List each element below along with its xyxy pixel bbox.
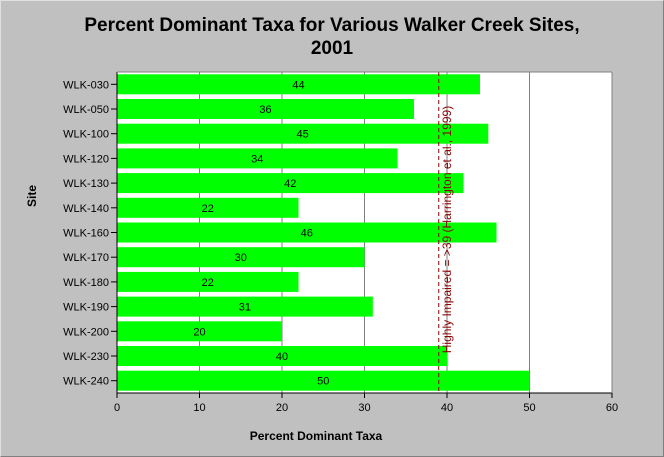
bar — [117, 173, 464, 194]
x-tick-label: 40 — [441, 402, 453, 414]
y-tick-label: WLK-180 — [63, 277, 109, 289]
bar-value-label: 45 — [296, 129, 308, 141]
bar — [117, 321, 282, 342]
bar — [117, 74, 480, 95]
y-tick-label: WLK-160 — [63, 228, 109, 240]
bar — [117, 99, 414, 119]
y-tick-label: WLK-100 — [63, 129, 109, 141]
bar — [117, 123, 489, 144]
bar — [117, 148, 398, 169]
plot-area: 44 WLK-030 36 WLK-050 45 WLK-100 34 WLK-120 42 WL… — [63, 71, 618, 414]
bar — [117, 197, 299, 218]
bar-value-label: 50 — [317, 376, 329, 388]
x-tick-label: 10 — [193, 402, 205, 414]
bar — [117, 247, 365, 268]
bar — [117, 271, 299, 292]
y-tick-label: WLK-030 — [63, 79, 109, 91]
bar-value-label: 34 — [251, 153, 263, 165]
bar-value-label: 46 — [301, 228, 313, 240]
x-axis-title: Percent Dominant Taxa — [250, 429, 383, 443]
bar-value-label: 22 — [202, 277, 214, 289]
x-tick-label: 60 — [606, 402, 618, 414]
bar — [117, 222, 497, 243]
bar-value-label: 31 — [239, 302, 251, 314]
chart-title: Percent Dominant Taxa for Various Walker… — [84, 15, 580, 59]
bar-value-label: 40 — [276, 351, 288, 363]
bar-value-label: 22 — [202, 203, 214, 215]
y-tick-label: WLK-140 — [63, 203, 109, 215]
bar-value-label: 36 — [259, 104, 271, 116]
bar-value-label: 42 — [284, 178, 296, 190]
y-tick-label: WLK-120 — [63, 153, 109, 165]
bar — [117, 296, 373, 317]
y-tick-label: WLK-130 — [63, 178, 109, 190]
y-tick-label: WLK-230 — [63, 351, 109, 363]
x-tick-label: 30 — [358, 402, 370, 414]
x-tick-label: 0 — [114, 402, 120, 414]
bar-value-label: 30 — [235, 252, 247, 264]
bar — [117, 370, 530, 391]
y-axis-title: Site — [25, 185, 39, 207]
x-tick-label: 50 — [523, 402, 535, 414]
y-tick-label: WLK-050 — [63, 104, 109, 116]
bar-value-label: 44 — [292, 79, 304, 91]
reference-line-label: Highly Impaired = >39 (Harrington et al.… — [440, 106, 454, 353]
y-tick-label: WLK-240 — [63, 376, 109, 388]
y-tick-label: WLK-190 — [63, 302, 109, 314]
x-tick-label: 20 — [276, 402, 288, 414]
y-tick-label: WLK-200 — [63, 326, 109, 338]
bar — [117, 346, 447, 366]
bar-value-label: 20 — [193, 326, 205, 338]
y-tick-label: WLK-170 — [63, 252, 109, 264]
